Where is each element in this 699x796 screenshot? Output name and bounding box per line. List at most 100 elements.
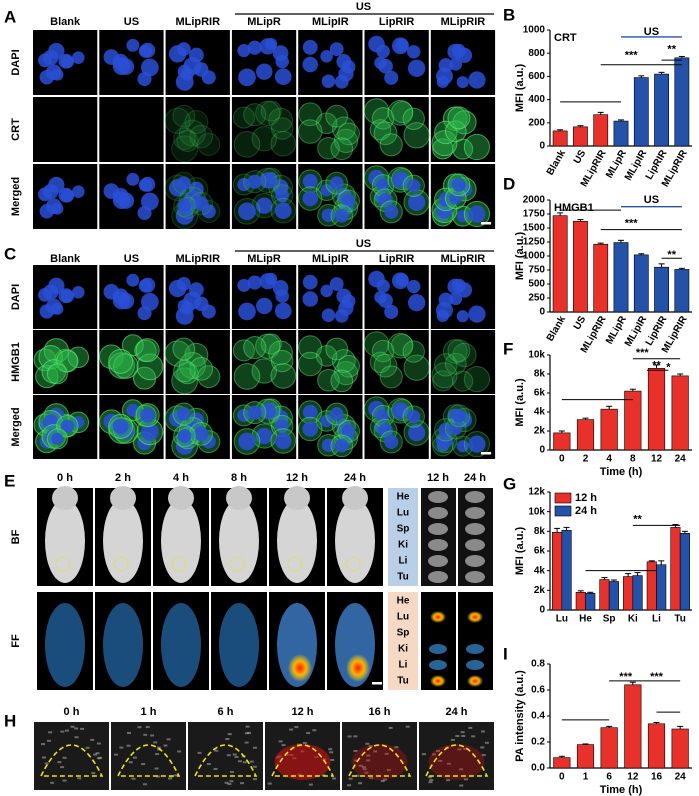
nucleus	[376, 44, 390, 59]
mouse	[45, 603, 85, 687]
bar	[633, 77, 649, 147]
cytoplasm	[189, 357, 214, 381]
speckle	[126, 744, 131, 747]
image-bg	[421, 488, 456, 586]
speckle	[229, 770, 234, 773]
bar	[654, 266, 669, 313]
micrograph	[33, 97, 98, 162]
nucleus	[193, 296, 209, 312]
organ	[428, 571, 448, 583]
speckle	[428, 781, 433, 784]
image-bg	[421, 592, 456, 690]
nucleus	[177, 198, 192, 213]
nucleus	[378, 192, 393, 208]
nucleus	[378, 423, 393, 438]
cytoplasm	[369, 351, 392, 374]
cytoplasm	[270, 130, 297, 157]
bar	[670, 527, 681, 611]
speckle	[57, 761, 62, 764]
speckle	[294, 726, 299, 729]
nucleus	[274, 202, 292, 220]
nucleus	[237, 278, 251, 292]
micrograph	[99, 97, 164, 162]
micrograph	[99, 265, 164, 329]
speckle	[328, 748, 333, 751]
nucleus	[407, 409, 421, 424]
column-header: MLipR	[247, 253, 281, 265]
nucleus	[126, 273, 140, 287]
speckle	[85, 746, 90, 749]
image-bg	[458, 488, 493, 586]
micrograph	[231, 97, 297, 162]
nucleus	[112, 288, 129, 305]
speckle	[308, 783, 313, 786]
cytoplasm	[317, 136, 340, 160]
organ-label: Ki	[398, 540, 408, 551]
cytoplasm	[176, 362, 199, 385]
speckle	[245, 725, 250, 728]
nucleus	[140, 192, 159, 211]
cytoplasm	[325, 104, 349, 128]
bar	[671, 728, 689, 769]
nucleus	[275, 419, 289, 433]
nucleus	[334, 74, 349, 89]
organ	[428, 523, 448, 535]
cytoplasm	[260, 100, 282, 122]
y-tick-label: 0	[539, 605, 545, 616]
speckle	[361, 766, 366, 769]
speckle	[330, 758, 335, 761]
cytoplasm	[317, 368, 340, 392]
image-bg	[298, 330, 363, 394]
speckle	[227, 783, 232, 786]
time-label: 12 h	[427, 472, 449, 484]
time-label: 16 h	[368, 706, 390, 718]
bar	[553, 757, 571, 769]
speckle	[64, 729, 69, 732]
organ	[465, 555, 485, 567]
cytoplasm	[176, 129, 199, 153]
cytoplasm	[432, 370, 454, 392]
nucleus	[302, 291, 318, 307]
image-bg	[231, 97, 297, 162]
cytoplasm	[233, 131, 261, 158]
y-tick-label: 6k	[534, 546, 546, 557]
x-tick-label: 6	[606, 772, 612, 783]
nucleus	[468, 71, 486, 89]
column-header: MLipIR	[312, 253, 349, 265]
nucleus	[177, 64, 192, 79]
tumor-outline	[39, 744, 104, 777]
image-bg	[364, 330, 429, 394]
y-tick-label: 600	[528, 71, 545, 82]
nucleus	[376, 409, 390, 423]
nucleus	[126, 172, 140, 186]
panel-letter: D	[503, 174, 515, 193]
cytoplasm	[268, 107, 293, 133]
speckle	[468, 726, 473, 729]
speckle	[62, 779, 67, 782]
nucleus	[329, 277, 344, 291]
speckle	[155, 753, 160, 756]
cytoplasm	[171, 135, 199, 163]
cytoplasm	[333, 360, 359, 386]
speckle	[373, 750, 378, 753]
speckle	[74, 727, 79, 730]
cytoplasm	[331, 116, 356, 141]
tumor-outline	[171, 556, 187, 572]
speckle	[388, 726, 393, 729]
micrograph	[430, 395, 496, 459]
nucleus	[140, 293, 159, 311]
nucleus	[112, 187, 129, 204]
image-bg	[33, 97, 98, 162]
bar	[599, 579, 610, 611]
nucleus	[247, 405, 262, 420]
nucleus	[321, 74, 336, 88]
speckle	[382, 778, 387, 781]
cytoplasm	[135, 338, 160, 363]
nucleus	[140, 423, 159, 441]
nucleus	[321, 438, 336, 453]
nucleus	[42, 284, 59, 300]
organ-label: Lu	[397, 612, 409, 623]
cytoplasm	[403, 122, 430, 149]
nucleus	[302, 404, 318, 420]
speckle	[459, 784, 464, 787]
